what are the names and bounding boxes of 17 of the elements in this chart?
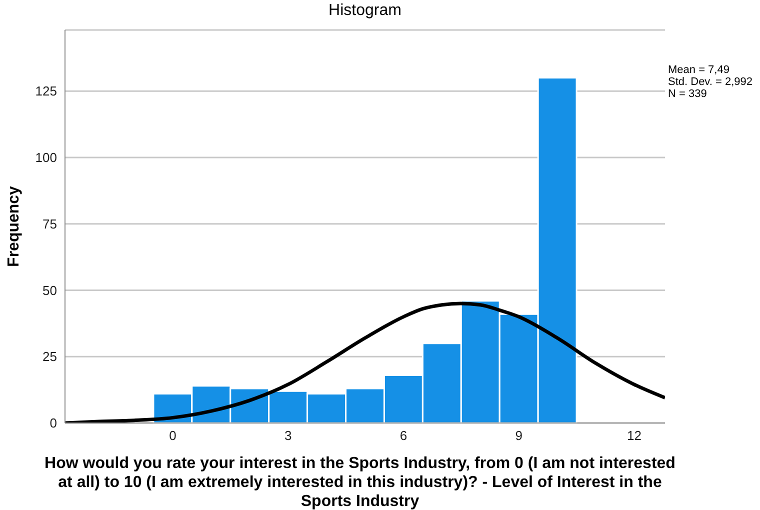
text: N = 339 bbox=[668, 88, 708, 100]
y-tick-label: 75 bbox=[42, 216, 57, 232]
x-tick-label: 0 bbox=[169, 428, 176, 444]
x-tick-label: 12 bbox=[626, 428, 642, 444]
x-tick-label: 3 bbox=[284, 428, 292, 444]
y-tick-label: 125 bbox=[35, 84, 57, 99]
y-tick-label: 50 bbox=[42, 282, 57, 298]
x-axis-title: How would you rate your interest in the Sports Industry, from 0 (I am not interested at all) to 10 (I am extremely interested in this industry)? - Level of Interest in the Sports Industry bbox=[44, 454, 676, 510]
x-tick-label: 9 bbox=[515, 428, 522, 444]
y-tick-label: 0 bbox=[50, 416, 57, 431]
text: Std. Dev. = 2,992 bbox=[668, 76, 752, 88]
x-tick-label: 6 bbox=[400, 428, 408, 444]
y-tick-label: 100 bbox=[35, 150, 57, 166]
chart-title: Histogram bbox=[328, 2, 402, 20]
y-axis-title: Frequency bbox=[6, 186, 23, 267]
y-tick-label: 25 bbox=[42, 349, 57, 364]
text: Mean = 7,49 bbox=[668, 64, 730, 76]
